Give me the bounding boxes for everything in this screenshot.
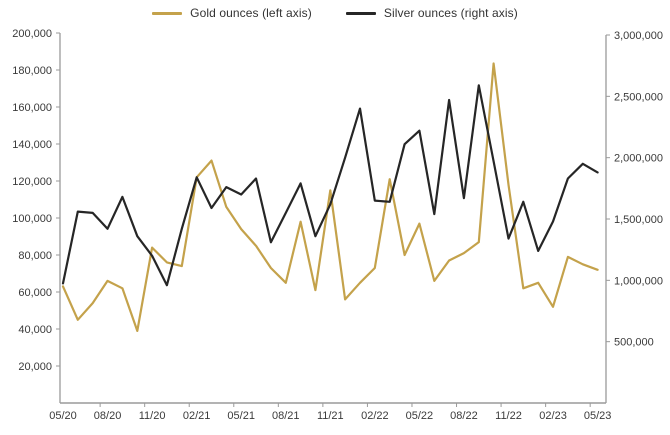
svg-text:140,000: 140,000 [12,139,52,151]
chart-series-lines [61,62,599,332]
svg-text:80,000: 80,000 [18,250,52,262]
svg-text:08/22: 08/22 [450,410,478,422]
silver-series-line [61,84,599,287]
svg-text:02/21: 02/21 [183,410,211,422]
legend-label-silver: Silver ounces (right axis) [383,6,518,20]
legend-label-gold: Gold ounces (left axis) [190,6,312,20]
svg-text:05/23: 05/23 [584,410,612,422]
svg-text:08/21: 08/21 [272,410,300,422]
svg-text:1,500,000: 1,500,000 [614,214,663,226]
gold-series-line [61,62,599,332]
svg-text:11/21: 11/21 [317,410,344,422]
svg-text:05/21: 05/21 [227,410,255,422]
chart-tick-labels: 20,000 40,000 60,000 80,000 100,000 120,000 14… [12,28,663,422]
svg-text:3,000,000: 3,000,000 [614,30,663,42]
svg-text:05/20: 05/20 [49,410,77,422]
svg-text:160,000: 160,000 [12,102,52,114]
svg-text:100,000: 100,000 [12,213,52,225]
svg-text:40,000: 40,000 [18,324,52,336]
svg-text:08/20: 08/20 [94,410,122,422]
svg-text:11/22: 11/22 [495,410,522,422]
svg-text:1,000,000: 1,000,000 [614,275,663,287]
chart-legend: Gold ounces (left axis) Silver ounces (r… [0,6,670,20]
svg-text:60,000: 60,000 [18,287,52,299]
svg-text:2,500,000: 2,500,000 [614,91,663,103]
svg-text:02/23: 02/23 [539,410,567,422]
svg-text:02/22: 02/22 [361,410,389,422]
silver-line-swatch-icon [345,11,376,15]
svg-text:2,000,000: 2,000,000 [614,153,663,165]
legend-item-gold: Gold ounces (left axis) [152,6,312,20]
svg-text:200,000: 200,000 [12,28,52,40]
svg-text:20,000: 20,000 [18,361,52,373]
chart-ticks [56,32,610,407]
legend-item-silver: Silver ounces (right axis) [345,6,518,20]
svg-text:11/20: 11/20 [139,410,166,422]
gold-line-swatch-icon [152,11,183,15]
svg-text:05/22: 05/22 [406,410,434,422]
svg-text:180,000: 180,000 [12,65,52,77]
svg-text:500,000: 500,000 [614,337,654,349]
svg-text:120,000: 120,000 [12,176,52,188]
